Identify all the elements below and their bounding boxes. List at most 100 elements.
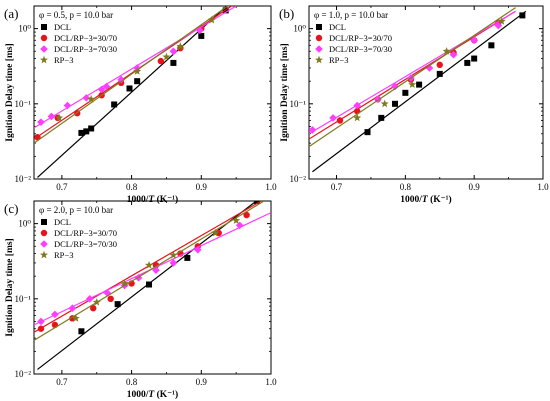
data-point-dcl-rp-3-30-70 xyxy=(336,117,344,124)
data-point-dcl-rp-3-30-70 xyxy=(436,61,443,69)
legend-label: DCL xyxy=(54,22,71,32)
data-point-dcl-rp-3-70-30 xyxy=(152,266,160,275)
data-point-rp-3 xyxy=(497,17,506,25)
panel-label: (b) xyxy=(279,6,294,21)
legend-marker-dcl-rp-3-30-70 xyxy=(40,229,48,237)
data-point-dcl-rp-3-30-70 xyxy=(157,57,165,65)
data-point-dcl-rp-3-70-30 xyxy=(309,126,317,134)
x-tick-label: 0.9 xyxy=(196,182,208,192)
legend-label: DCL/RP−3=70/30 xyxy=(329,44,392,54)
legend-label: DCL xyxy=(54,217,71,227)
legend-marker-dcl xyxy=(316,24,322,30)
x-tick-label: 0.9 xyxy=(196,377,208,387)
plot-frame xyxy=(308,5,544,180)
data-point-dcl-rp-3-70-30 xyxy=(329,114,337,122)
data-point-rp-3 xyxy=(145,261,154,269)
data-point-dcl xyxy=(134,78,141,85)
legend-label: DCL/RP−3=30/70 xyxy=(54,33,117,43)
data-point-rp-3 xyxy=(442,47,451,55)
data-point-dcl-rp-3-70-30 xyxy=(194,245,202,254)
data-point-rp-3 xyxy=(120,279,129,287)
x-tick-label: 0.8 xyxy=(400,182,412,192)
x-tick-label: 1.0 xyxy=(265,182,277,192)
data-point-dcl-rp-3-70-30 xyxy=(97,85,106,94)
x-tick-label: 0.7 xyxy=(331,182,343,192)
data-point-dcl-rp-3-70-30 xyxy=(37,118,45,126)
legend-marker-rp-3 xyxy=(40,250,48,259)
data-point-dcl xyxy=(198,32,205,39)
data-point-dcl xyxy=(146,281,153,288)
series-rp-3 xyxy=(34,6,229,144)
fit-line-dcl-rp-3-70-30 xyxy=(309,10,516,135)
data-point-dcl-rp-3-70-30 xyxy=(169,259,178,267)
x-tick-label: 1.0 xyxy=(537,182,549,192)
x-tick-label: 0.8 xyxy=(126,182,138,192)
data-point-rp-3 xyxy=(87,95,96,103)
fit-line-dcl xyxy=(312,10,527,173)
legend-marker-dcl-rp-3-70-30 xyxy=(40,240,48,248)
legend-label: RP−3 xyxy=(54,55,73,65)
data-point-dcl-rp-3-70-30 xyxy=(134,274,143,282)
data-point-dcl xyxy=(364,129,371,136)
data-point-dcl-rp-3-70-30 xyxy=(117,75,125,84)
data-point-dcl xyxy=(170,59,177,66)
data-point-dcl-rp-3-70-30 xyxy=(470,36,478,45)
data-point-dcl xyxy=(111,101,118,108)
fit-line-dcl-rp-3-30-70 xyxy=(309,10,516,140)
data-point-rp-3 xyxy=(169,251,178,259)
data-point-dcl xyxy=(184,254,191,261)
y-axis-label: Ignition Delay time [ms] xyxy=(5,238,15,336)
data-point-dcl-rp-3-70-30 xyxy=(63,101,72,110)
data-point-dcl xyxy=(126,85,133,92)
data-point-dcl xyxy=(254,201,261,204)
y-tick-label: 10⁰ xyxy=(18,219,31,229)
y-tick-label: 10⁻¹ xyxy=(290,99,307,109)
plot-frame xyxy=(33,5,272,180)
data-point-rp-3 xyxy=(71,314,80,322)
data-point-dcl-rp-3-30-70 xyxy=(107,295,114,303)
x-axis-label-unit: (K⁻¹) xyxy=(154,389,178,400)
y-tick-label: 10⁻² xyxy=(15,369,32,379)
data-point-dcl xyxy=(471,55,478,62)
data-point-dcl xyxy=(464,59,471,66)
x-tick-label: 0.8 xyxy=(126,377,138,387)
x-axis-label-unit: (K⁻¹) xyxy=(154,194,178,205)
data-point-dcl-rp-3-70-30 xyxy=(494,21,503,30)
data-point-rp-3 xyxy=(55,113,64,122)
data-point-dcl xyxy=(488,42,495,49)
y-axis-label: Ignition Delay time [ms] xyxy=(5,43,15,141)
data-point-rp-3 xyxy=(176,42,185,50)
legend-label: DCL/RP−3=70/30 xyxy=(54,44,117,54)
condition-label: φ = 1.0, p = 10.0 bar xyxy=(314,10,388,20)
data-point-dcl-rp-3-30-70 xyxy=(243,211,250,219)
data-point-dcl xyxy=(402,89,409,96)
legend-marker-rp-3 xyxy=(315,55,323,64)
x-axis-label: 1000/T (K⁻¹) xyxy=(127,389,178,400)
data-point-dcl-rp-3-70-30 xyxy=(85,295,94,303)
legend-label: DCL/RP−3=30/70 xyxy=(54,228,117,238)
x-axis-label-unit: (K⁻¹) xyxy=(428,194,452,205)
x-axis-label: 1000/T (K⁻¹) xyxy=(127,194,178,205)
data-point-dcl-rp-3-30-70 xyxy=(90,305,97,312)
plot-area xyxy=(34,6,237,178)
data-point-dcl-rp-3-70-30 xyxy=(68,304,77,313)
legend-label: RP−3 xyxy=(329,55,348,65)
data-point-dcl xyxy=(83,128,90,135)
data-point-rp-3 xyxy=(380,99,389,108)
legend-marker-rp-3 xyxy=(40,55,48,64)
data-point-dcl xyxy=(416,81,423,88)
y-tick-label: 10⁻¹ xyxy=(15,294,32,304)
data-point-rp-3 xyxy=(92,298,101,306)
legend-marker-dcl-rp-3-70-30 xyxy=(40,45,48,53)
x-tick-label: 0.7 xyxy=(56,377,68,387)
y-tick-label: 10⁻¹ xyxy=(15,99,32,109)
series-rp-3 xyxy=(309,7,516,148)
plot-area xyxy=(309,7,527,173)
data-point-rp-3 xyxy=(133,67,142,75)
legend-label: DCL/RP−3=70/30 xyxy=(54,239,117,249)
